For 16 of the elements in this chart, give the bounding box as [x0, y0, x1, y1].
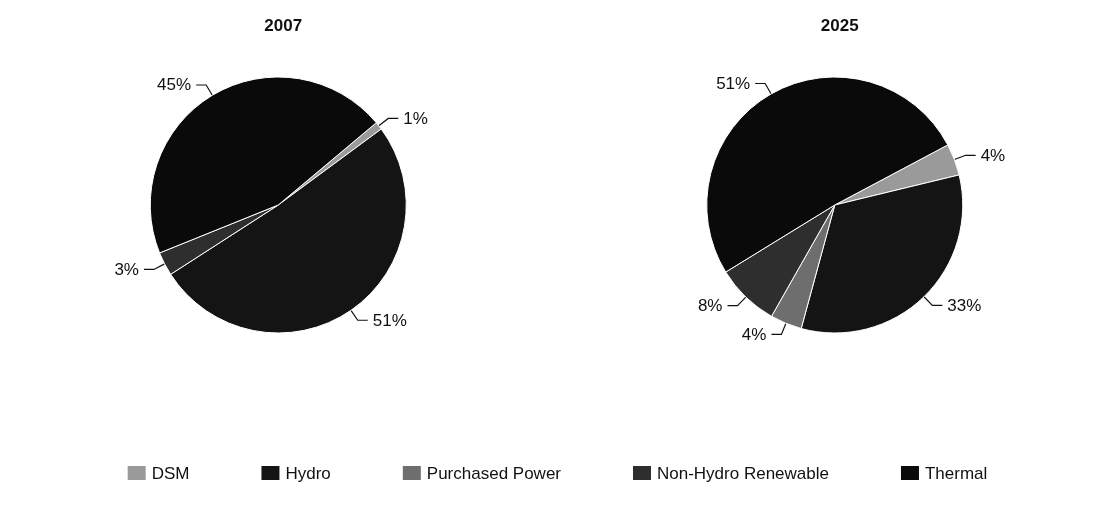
legend-label: Non-Hydro Renewable: [656, 463, 829, 483]
data-label: 45%: [157, 75, 192, 95]
legend-label: Hydro: [285, 463, 331, 483]
legend-label: DSM: [151, 463, 190, 483]
legend-label: Purchased Power: [426, 463, 562, 483]
data-label: 4%: [741, 324, 767, 344]
data-label: 33%: [947, 295, 982, 315]
slice-label: 2007: [264, 16, 303, 35]
data-label: 8%: [697, 296, 723, 316]
legend-label: Thermal: [924, 463, 988, 483]
data-label: 51%: [372, 310, 407, 330]
data-label: 1%: [403, 108, 428, 128]
data-label: 3%: [114, 259, 139, 279]
data-label: 4%: [980, 145, 1006, 165]
data-label: 51%: [716, 74, 751, 94]
slice-label: 2025: [820, 16, 859, 35]
